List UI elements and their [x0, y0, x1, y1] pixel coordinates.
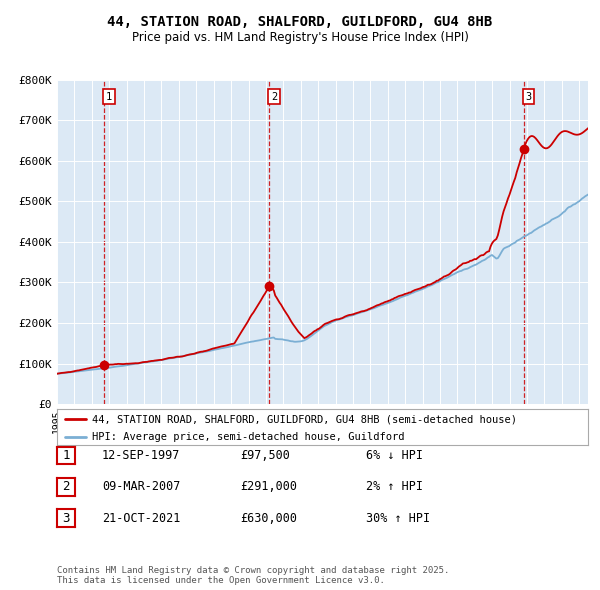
Text: £630,000: £630,000: [240, 512, 297, 525]
Text: HPI: Average price, semi-detached house, Guildford: HPI: Average price, semi-detached house,…: [92, 432, 404, 442]
Text: 21-OCT-2021: 21-OCT-2021: [102, 512, 181, 525]
Text: Contains HM Land Registry data © Crown copyright and database right 2025.
This d: Contains HM Land Registry data © Crown c…: [57, 566, 449, 585]
Text: 1: 1: [62, 449, 70, 462]
Text: 2% ↑ HPI: 2% ↑ HPI: [366, 480, 423, 493]
Text: 44, STATION ROAD, SHALFORD, GUILDFORD, GU4 8HB (semi-detached house): 44, STATION ROAD, SHALFORD, GUILDFORD, G…: [92, 414, 517, 424]
Text: 3: 3: [62, 512, 70, 525]
Text: 2: 2: [62, 480, 70, 493]
Text: 12-SEP-1997: 12-SEP-1997: [102, 449, 181, 462]
Text: 30% ↑ HPI: 30% ↑ HPI: [366, 512, 430, 525]
Text: 2: 2: [271, 92, 277, 102]
Text: £291,000: £291,000: [240, 480, 297, 493]
Text: 1: 1: [106, 92, 112, 102]
Text: 3: 3: [526, 92, 532, 102]
Text: 09-MAR-2007: 09-MAR-2007: [102, 480, 181, 493]
Text: £97,500: £97,500: [240, 449, 290, 462]
Text: Price paid vs. HM Land Registry's House Price Index (HPI): Price paid vs. HM Land Registry's House …: [131, 31, 469, 44]
Text: 44, STATION ROAD, SHALFORD, GUILDFORD, GU4 8HB: 44, STATION ROAD, SHALFORD, GUILDFORD, G…: [107, 15, 493, 29]
Text: 6% ↓ HPI: 6% ↓ HPI: [366, 449, 423, 462]
